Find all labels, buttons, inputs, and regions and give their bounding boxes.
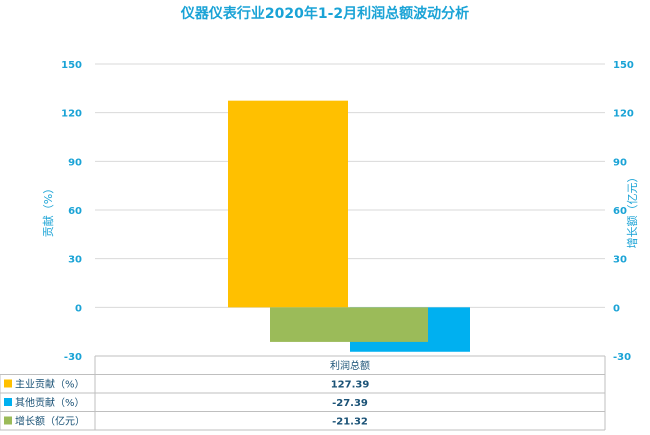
category-label: 利润总额	[330, 359, 370, 372]
right-tick-label: 60	[613, 206, 627, 217]
right-tick-label: 120	[613, 109, 634, 120]
right-tick-label: 30	[613, 255, 627, 266]
left-tick-label: -30	[64, 352, 82, 363]
right-axis-ticks: -30 0 30 60 90 120 150	[613, 60, 634, 363]
left-axis-title: 贡献（%）	[41, 183, 55, 237]
legend-swatch	[4, 398, 12, 406]
right-tick-label: -30	[613, 352, 631, 363]
left-tick-label: 150	[61, 60, 82, 71]
legend-swatch	[4, 379, 12, 388]
left-axis-ticks: -30 0 30 60 90 120 150	[61, 60, 82, 363]
left-tick-label: 90	[68, 157, 82, 168]
legend-label: 其他贡献（%）	[15, 396, 85, 409]
bars	[228, 100, 470, 352]
right-tick-label: 90	[613, 157, 627, 168]
data-label: 127.39	[331, 380, 370, 391]
right-tick-label: 150	[613, 60, 634, 71]
left-tick-label: 0	[75, 303, 82, 314]
left-tick-label: 30	[68, 255, 82, 266]
left-tick-label: 120	[61, 109, 82, 120]
legend-label: 主业贡献（%）	[15, 378, 85, 391]
data-label: -21.32	[332, 417, 368, 428]
left-tick-label: 60	[68, 206, 82, 217]
bar-1	[228, 100, 348, 308]
chart-title: 仪器仪表行业2020年1-2月利润总额波动分析	[180, 5, 469, 22]
gridlines	[95, 63, 605, 357]
right-tick-label: 0	[613, 303, 620, 314]
legend-swatch	[4, 416, 12, 425]
right-axis-title: 增长额（亿元）	[625, 172, 639, 249]
data-label: -27.39	[332, 398, 368, 409]
bar-3	[270, 307, 428, 342]
legend-label: 增长额（亿元）	[15, 415, 85, 428]
